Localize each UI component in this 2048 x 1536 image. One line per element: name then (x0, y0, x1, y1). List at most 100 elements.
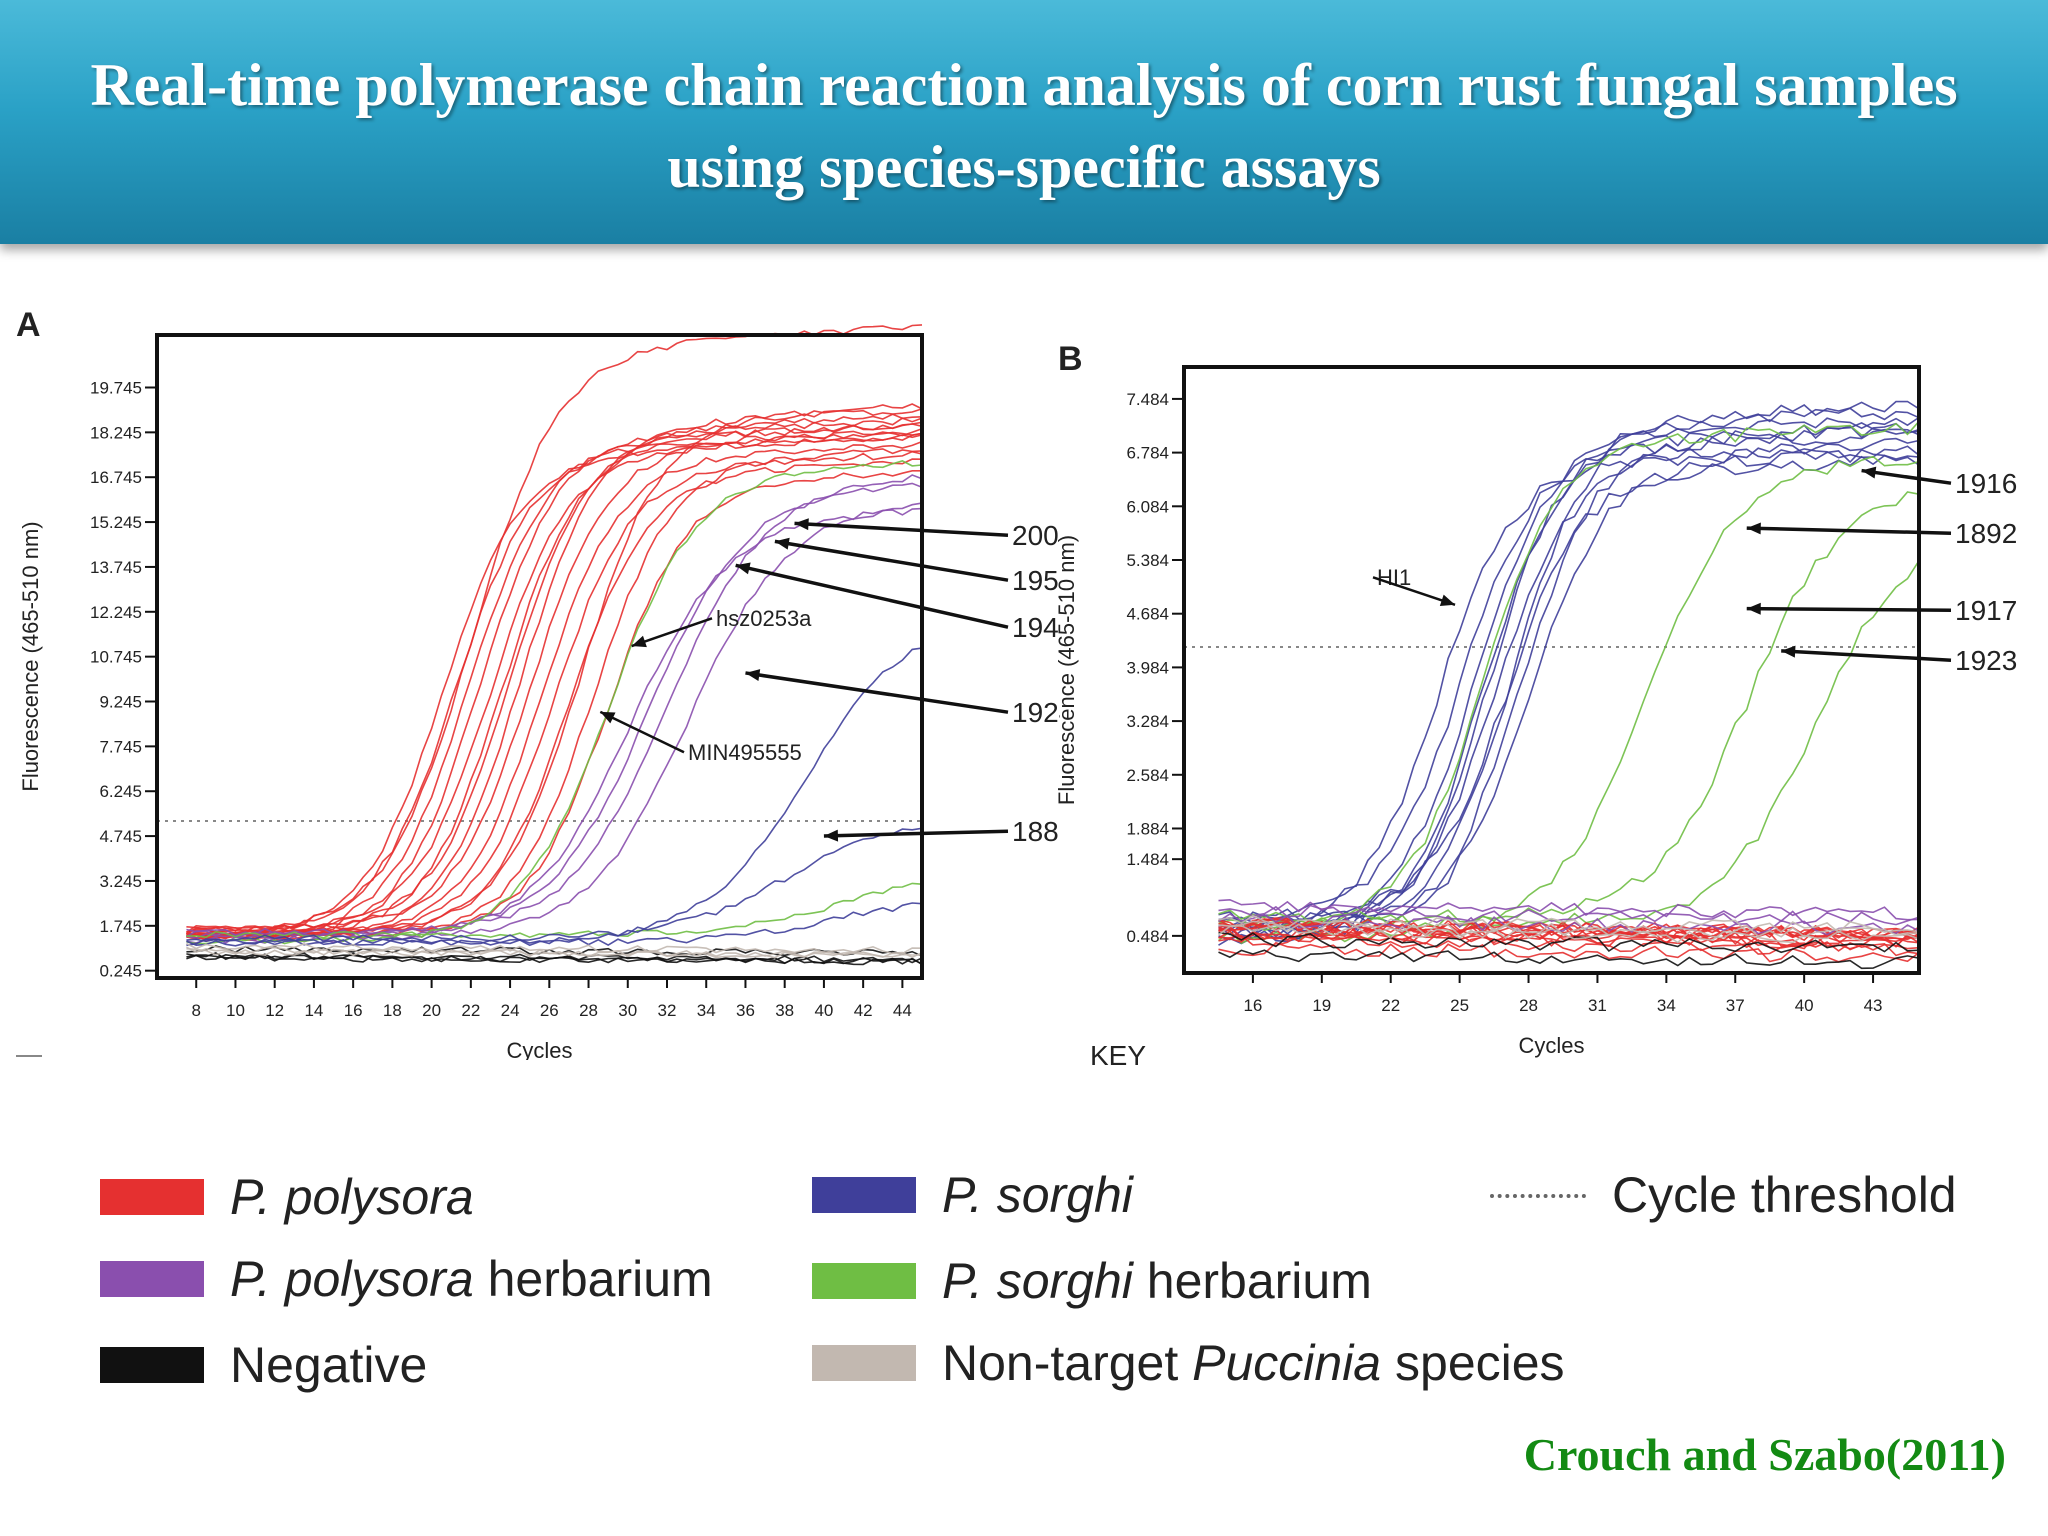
x-tick-label-A-3: 14 (304, 1001, 323, 1020)
x-tick-label-A-11: 30 (618, 1001, 637, 1020)
legend-item-p-polysora: P. polysora (100, 1168, 474, 1226)
legend-item-non-target: Non-target Puccinia species (812, 1334, 1565, 1392)
y-tick-label-B-7: 5.384 (1126, 551, 1169, 570)
annotation-arrow-A-5 (631, 617, 713, 648)
y-tick-label-A-3: 4.745 (99, 827, 142, 846)
x-tick-label-B-2: 22 (1381, 996, 1400, 1015)
legend-label-p-polysora-herb-species: P. polysora (230, 1251, 474, 1307)
y-tick-label-A-0: 0.245 (99, 962, 142, 981)
annotation-label-B-3: 1917 (1955, 595, 2017, 626)
annotation-arrowhead-A-4 (823, 829, 839, 842)
annotation-arrow-B-3 (1746, 606, 1952, 612)
y-tick-label-B-5: 3.984 (1126, 658, 1169, 677)
y-tick-label-B-2: 1.884 (1126, 819, 1169, 838)
series-line-B-5-0 (1218, 923, 1920, 944)
annotation-arrowhead-A-0 (794, 518, 809, 531)
y-tick-label-B-0: 0.484 (1126, 927, 1169, 946)
annotation-label-A-4: 1888 (1012, 816, 1060, 847)
y-tick-label-B-4: 3.284 (1126, 712, 1169, 731)
series-line-A-3-2 (186, 902, 923, 947)
chart-b: 0.484 1.484 1.884 2.584 3.284 3.984 4.684 5.384… (1054, 365, 2017, 1058)
annotation-label-B-1: 1916 (1955, 468, 2017, 499)
y-tick-label-A-13: 19.745 (90, 378, 142, 397)
x-tick-label-B-8: 40 (1795, 996, 1814, 1015)
x-axis-label-A: Cycles (506, 1038, 572, 1060)
series-line-A-4-2 (186, 953, 923, 966)
series-line-A-3-1 (186, 827, 923, 943)
legend-label-non-target-prefix: Non-target (942, 1335, 1193, 1391)
x-tick-label-A-4: 16 (344, 1001, 363, 1020)
legend-swatch-non-target (812, 1345, 916, 1381)
citation: Crouch and Szabo(2011) (1523, 1429, 2006, 1480)
x-tick-label-B-0: 16 (1243, 996, 1262, 1015)
chart-a: 0.245 1.745 3.245 4.745 6.245 7.745 9.245 10.74… (18, 324, 1060, 1060)
legend-label-cycle-threshold: Cycle threshold (1612, 1167, 1957, 1223)
series-line-B-5-1 (1218, 914, 1920, 934)
annotation-label-A-6: MIN495555 (688, 740, 802, 765)
annotation-label-A-1: 1959 (1012, 565, 1060, 596)
annotation-arrowhead-B-4 (1781, 645, 1796, 658)
x-tick-label-B-1: 19 (1312, 996, 1331, 1015)
panel-b-label: B (1058, 340, 1083, 378)
x-axis-label-B: Cycles (1518, 1033, 1584, 1058)
y-tick-label-A-9: 13.745 (90, 558, 142, 577)
x-tick-label-A-5: 18 (383, 1001, 402, 1020)
y-tick-label-A-8: 12.245 (90, 603, 142, 622)
annotation-arrow-A-3 (745, 671, 1009, 714)
series-line-B-2-6 (1218, 941, 1920, 963)
legend-dotted-line (1490, 1177, 1586, 1213)
x-tick-label-A-0: 8 (191, 1001, 200, 1020)
x-tick-label-A-16: 40 (814, 1001, 833, 1020)
series-line-A-1-2 (186, 474, 923, 936)
annotation-arrowhead-A-1 (774, 537, 790, 550)
x-tick-label-A-6: 20 (422, 1001, 441, 1020)
title-banner: Real-time polymerase chain reaction anal… (0, 0, 2048, 244)
x-tick-label-A-13: 34 (697, 1001, 716, 1020)
series-line-B-3-1 (1218, 912, 1920, 936)
legend-label-non-target-species: Puccinia (1192, 1335, 1382, 1391)
x-tick-label-B-3: 25 (1450, 996, 1469, 1015)
x-tick-label-A-18: 44 (893, 1001, 912, 1020)
y-tick-label-A-6: 9.245 (99, 693, 142, 712)
y-axis-label-B: Fluorescence (465-510 nm) (1054, 535, 1079, 805)
annotation-label-A-2: 1940 (1012, 612, 1060, 643)
series-line-B-0-1 (1218, 428, 1920, 926)
annotation-arrowhead-A-3 (745, 669, 761, 681)
series-line-A-5-2 (186, 942, 923, 955)
y-tick-label-B-1: 1.484 (1126, 850, 1169, 869)
series-line-B-4-1 (1218, 931, 1920, 954)
y-tick-label-A-7: 10.745 (90, 648, 142, 667)
y-tick-label-A-12: 18.245 (90, 423, 142, 442)
annotation-arrow-A-4 (823, 829, 1009, 838)
x-tick-label-A-9: 26 (540, 1001, 559, 1020)
legend-item-p-sorghi-herbarium: P. sorghi herbarium (812, 1252, 1372, 1310)
annotation-arrowhead-A-2 (735, 562, 751, 575)
annotation-arrow-A-6 (599, 710, 685, 754)
series-line-A-0-6 (186, 413, 923, 934)
legend-swatch-p-polysora-herbarium (100, 1261, 204, 1297)
x-tick-label-A-8: 24 (501, 1001, 520, 1020)
legend-label-non-target-suffix: species (1381, 1335, 1565, 1391)
legend-swatch-p-sorghi (812, 1177, 916, 1213)
legend-swatch-p-sorghi-herbarium (812, 1263, 916, 1299)
legend-swatch-p-polysora (100, 1179, 204, 1215)
legend-item-p-sorghi: P. sorghi (812, 1166, 1133, 1224)
annotation-arrowhead-B-2 (1746, 522, 1761, 535)
legend-label-p-sorghi: P. sorghi (942, 1167, 1133, 1223)
page-title: Real-time polymerase chain reaction anal… (90, 52, 1958, 200)
annotation-arrow-A-2 (735, 563, 1009, 629)
series-line-A-0-14 (186, 470, 922, 937)
x-tick-label-B-6: 34 (1657, 996, 1676, 1015)
series-line-B-5-2 (1218, 919, 1920, 939)
legend-swatch-negative (100, 1347, 204, 1383)
legend-label-p-polysora: P. polysora (230, 1169, 474, 1225)
y-tick-label-B-3: 2.584 (1126, 766, 1169, 785)
series-line-B-4-0 (1218, 949, 1920, 970)
legend-item-cycle-threshold: Cycle threshold (1490, 1166, 1957, 1224)
x-tick-label-A-7: 22 (461, 1001, 480, 1020)
x-tick-label-A-12: 32 (658, 1001, 677, 1020)
y-tick-label-A-5: 7.745 (99, 737, 142, 756)
series-line-A-0-8 (186, 431, 923, 932)
panel-a-label: A (16, 306, 41, 344)
annotation-arrowhead-B-3 (1746, 602, 1761, 615)
